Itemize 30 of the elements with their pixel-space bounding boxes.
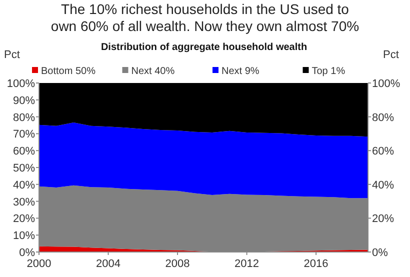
legend-label: Next 9% [222,66,260,77]
y2-tick-label: 100% [372,78,400,90]
y2-tick-label: 60% [372,146,394,158]
y-tick-label: 90% [12,94,36,107]
legend-label: Bottom 50% [41,66,96,77]
y2-tick-label: 80% [372,112,394,124]
x-tick-label: 2008 [165,258,190,270]
x-tick-label: 2012 [234,258,260,270]
legend-label: Top 1% [312,66,346,77]
y-tick-label: 10% [12,230,36,242]
y-tick-label: 100% [6,78,36,90]
x-tick-label: 2004 [96,258,121,270]
chart-subtitle: Distribution of aggregate household wealth [100,42,308,53]
y-tick-label: 20% [12,213,36,226]
y-tick-label: 70% [12,128,36,141]
y2-tick-label: 20% [372,213,394,226]
y-tick-label: 40% [12,179,36,192]
y-tick-label: 80% [12,112,36,124]
y2-tick-label: 0% [372,247,388,259]
chart-title: The 10% richest households in the US used to own 60% of all wealth. Now they own almost 70% [50,1,360,34]
y-tick-label: 30% [12,196,36,208]
x-tick-label: 2000 [26,258,52,270]
legend-label: Next 40% [131,66,175,77]
y-axis-title: Pct [4,49,20,61]
y2-axis-title: Pct [383,49,399,61]
y2-tick-label: 40% [372,179,394,192]
x-tick-label: 2016 [304,258,328,270]
y-tick-label: 60% [12,146,36,158]
y-tick-label: 50% [12,162,36,174]
y-tick-label: 0% [19,247,36,259]
